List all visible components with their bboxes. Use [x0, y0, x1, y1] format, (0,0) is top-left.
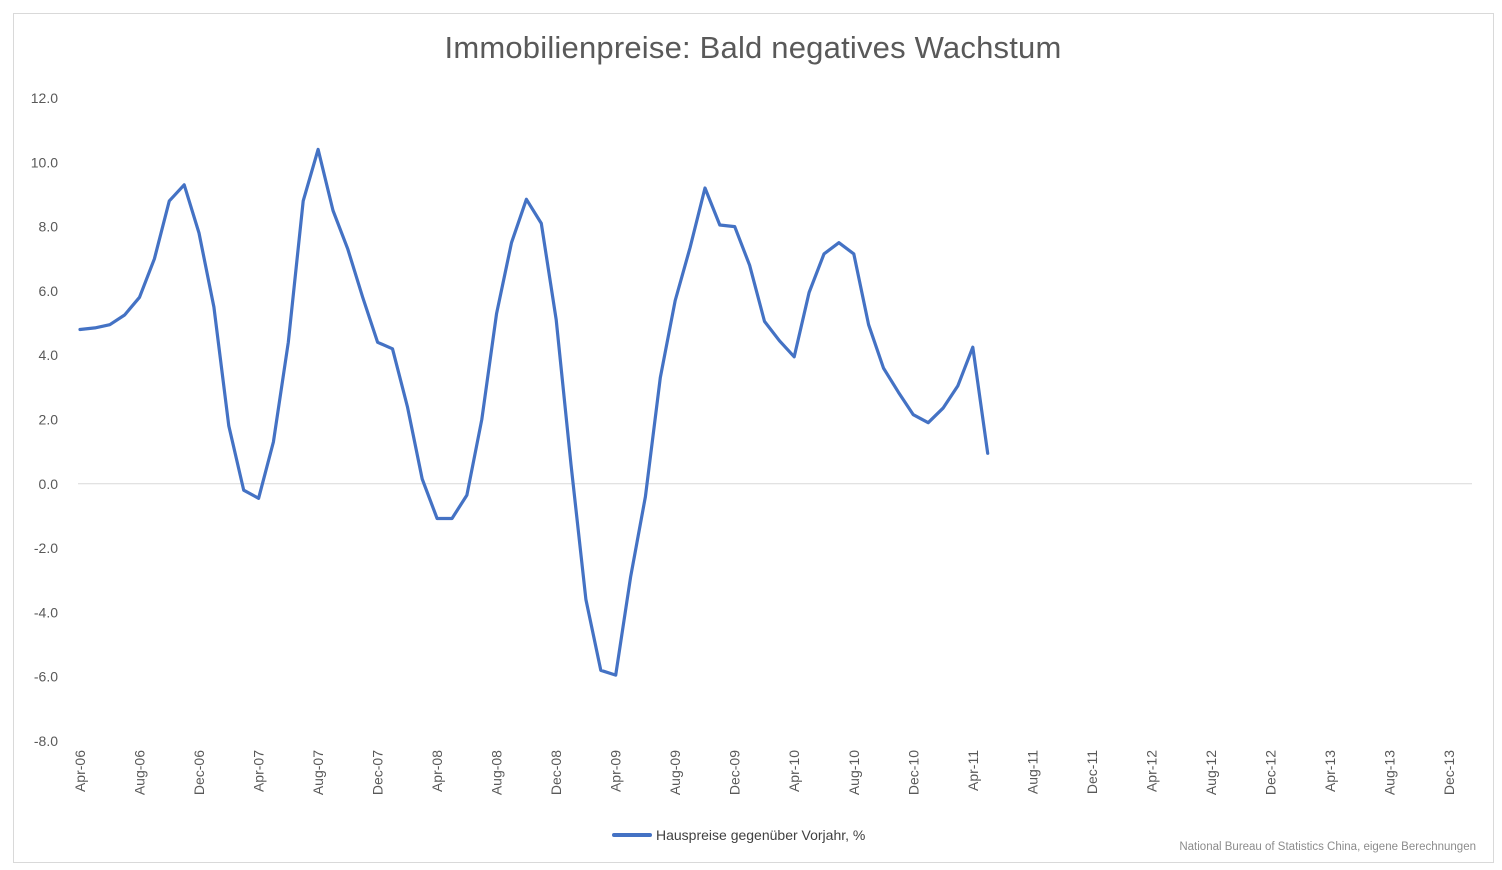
source-note: National Bureau of Statistics China, eig…: [1179, 841, 1476, 853]
legend: Hauspreise gegenüber Vorjahr, %: [612, 825, 865, 845]
y-tick-label: 2.0: [39, 412, 59, 428]
x-tick-label: Aug-07: [310, 750, 326, 795]
series-line-0: [78, 147, 990, 677]
x-tick-label: Dec-07: [370, 750, 386, 795]
x-tick-label: Apr-12: [1143, 750, 1159, 792]
chart-title: Immobilienpreise: Bald negatives Wachstu…: [444, 30, 1062, 65]
x-tick-label: Dec-12: [1262, 750, 1278, 795]
x-tick-label: Dec-11: [1084, 750, 1100, 794]
x-tick-label: Dec-09: [727, 750, 743, 795]
y-axis-ticks: 12.0 10.0 8.0 6.0 4.0 2.0 0.0 -2.0 -4.0 -6.0 -8.0: [31, 90, 58, 749]
y-tick-label: 10.0: [31, 154, 58, 170]
x-tick-label: Aug-13: [1381, 750, 1397, 795]
y-tick-label: -2.0: [34, 540, 58, 556]
x-tick-label: Dec-13: [1441, 750, 1457, 795]
x-tick-label: Apr-11: [965, 750, 981, 791]
chart-frame: [13, 13, 1494, 863]
x-tick-label: Apr-10: [786, 750, 802, 792]
x-tick-label: Apr-09: [608, 750, 624, 792]
x-tick-label: Apr-13: [1322, 750, 1338, 792]
y-tick-label: 8.0: [39, 219, 59, 235]
legend-label: Hauspreise gegenüber Vorjahr, %: [656, 827, 866, 843]
x-tick-label: Apr-08: [429, 750, 445, 792]
x-tick-label: Aug-11: [1024, 750, 1040, 794]
x-tick-label: Apr-14: [1500, 750, 1502, 792]
y-tick-label: -8.0: [34, 733, 58, 749]
y-tick-label: 4.0: [39, 347, 59, 363]
x-axis-ticks: Apr-06 Aug-06 Dec-06 Apr-07 Aug-07 Dec-07 Apr-…: [72, 750, 1502, 795]
y-tick-label: 0.0: [39, 476, 59, 492]
x-tick-label: Dec-08: [548, 750, 564, 795]
y-tick-label: -4.0: [34, 604, 58, 620]
x-tick-label: Aug-06: [132, 750, 148, 795]
legend-swatch: [612, 833, 652, 837]
x-tick-label: Dec-06: [191, 750, 207, 795]
x-tick-label: Dec-10: [905, 750, 921, 795]
y-tick-label: 6.0: [39, 283, 59, 299]
x-tick-label: Aug-12: [1203, 750, 1219, 795]
x-tick-label: Aug-09: [667, 750, 683, 795]
y-tick-label: 12.0: [31, 90, 58, 106]
series-layer: [78, 147, 990, 677]
x-tick-label: Aug-10: [846, 750, 862, 795]
x-tick-label: Apr-07: [251, 750, 267, 792]
x-tick-label: Aug-08: [489, 750, 505, 795]
x-tick-label: Apr-06: [72, 750, 88, 792]
y-tick-label: -6.0: [34, 669, 58, 685]
